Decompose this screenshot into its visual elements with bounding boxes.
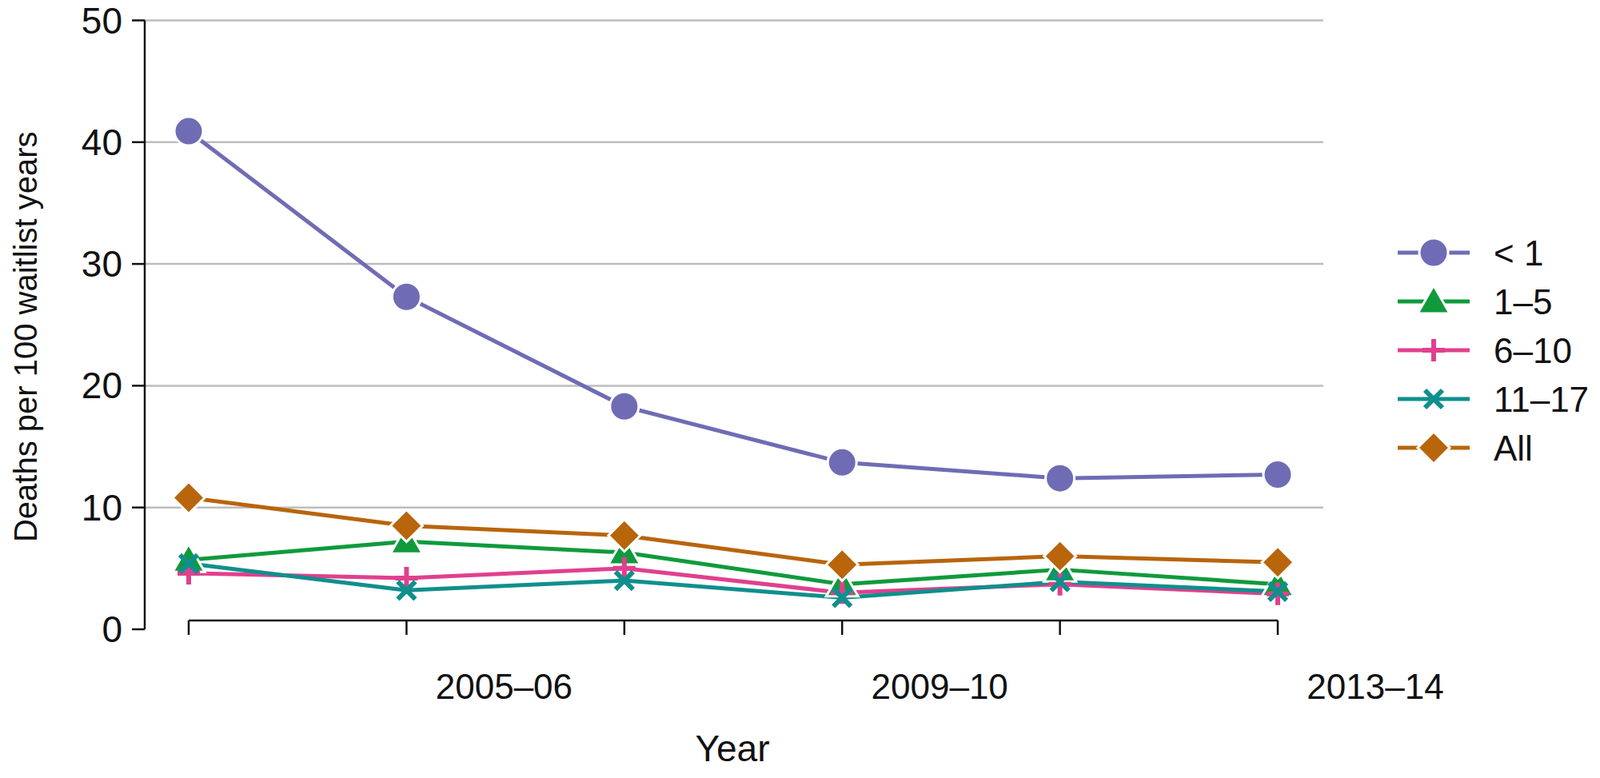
x-tick <box>405 620 408 635</box>
x-tick <box>841 620 844 635</box>
y-tick <box>131 506 145 509</box>
point <box>172 482 205 515</box>
y-tick-label: 0 <box>101 608 123 651</box>
legend-marker <box>1417 431 1450 464</box>
legend-marker <box>1419 238 1449 268</box>
point <box>610 391 639 421</box>
point <box>390 510 423 543</box>
x-tick-label: 2013–14 <box>1306 666 1444 707</box>
grid-line <box>144 384 1324 388</box>
y-tick-label: 50 <box>81 0 123 42</box>
point <box>1263 460 1293 490</box>
legend-marker <box>1422 339 1445 362</box>
point <box>615 571 634 590</box>
y-tick <box>131 384 145 388</box>
legend-marker <box>1424 390 1443 408</box>
point <box>1049 573 1072 596</box>
y-axis <box>143 20 147 631</box>
series-line <box>188 498 1278 566</box>
series-line <box>188 131 1278 479</box>
legend: < 1 1–5 6–10 11–17 All <box>1397 233 1589 468</box>
y-tick-label: 40 <box>81 121 123 164</box>
point <box>833 588 851 607</box>
point <box>395 566 418 590</box>
x-tick-label: 2009–10 <box>871 666 1009 707</box>
grid-line <box>144 506 1324 509</box>
y-tick <box>131 141 145 144</box>
legend-label: < 1 <box>1493 233 1544 273</box>
x-axis <box>188 619 1278 623</box>
legend-label: 1–5 <box>1493 282 1553 322</box>
point <box>825 548 858 581</box>
point <box>1044 540 1077 573</box>
legend-marker <box>1417 285 1450 314</box>
point <box>1266 582 1289 606</box>
point <box>608 519 641 552</box>
series-line <box>188 563 1278 599</box>
point <box>613 557 636 580</box>
chart: 0 10 20 30 40 50 2005–06 2009–10 2013–14 Year Deat… <box>0 0 1600 778</box>
y-tick <box>131 19 145 22</box>
point <box>827 447 857 477</box>
x-tick <box>1276 620 1280 635</box>
x-axis-title: Year <box>695 727 771 770</box>
x-tick <box>623 620 627 635</box>
point <box>1051 573 1070 591</box>
y-tick-label: 10 <box>81 486 123 529</box>
x-tick <box>1058 620 1062 635</box>
grid-line <box>144 263 1324 266</box>
point <box>1268 582 1287 601</box>
point <box>397 581 415 599</box>
y-tick <box>131 628 145 631</box>
point <box>1261 546 1294 579</box>
grid-line <box>144 141 1324 144</box>
y-axis-title: Deaths per 100 waitlist years <box>7 131 44 543</box>
grid-line <box>144 19 1324 22</box>
y-tick-label: 30 <box>81 243 123 285</box>
legend-label: 6–10 <box>1493 331 1573 371</box>
point <box>1045 463 1075 493</box>
y-tick-label: 20 <box>81 364 123 407</box>
x-tick <box>187 620 191 635</box>
legend-label: 11–17 <box>1493 379 1589 419</box>
plot-area <box>172 116 1294 607</box>
point <box>174 116 204 146</box>
y-tick <box>131 263 145 266</box>
legend-label: All <box>1493 428 1533 468</box>
point <box>391 282 421 312</box>
x-tick-label: 2005–06 <box>435 666 573 707</box>
point <box>179 554 198 573</box>
